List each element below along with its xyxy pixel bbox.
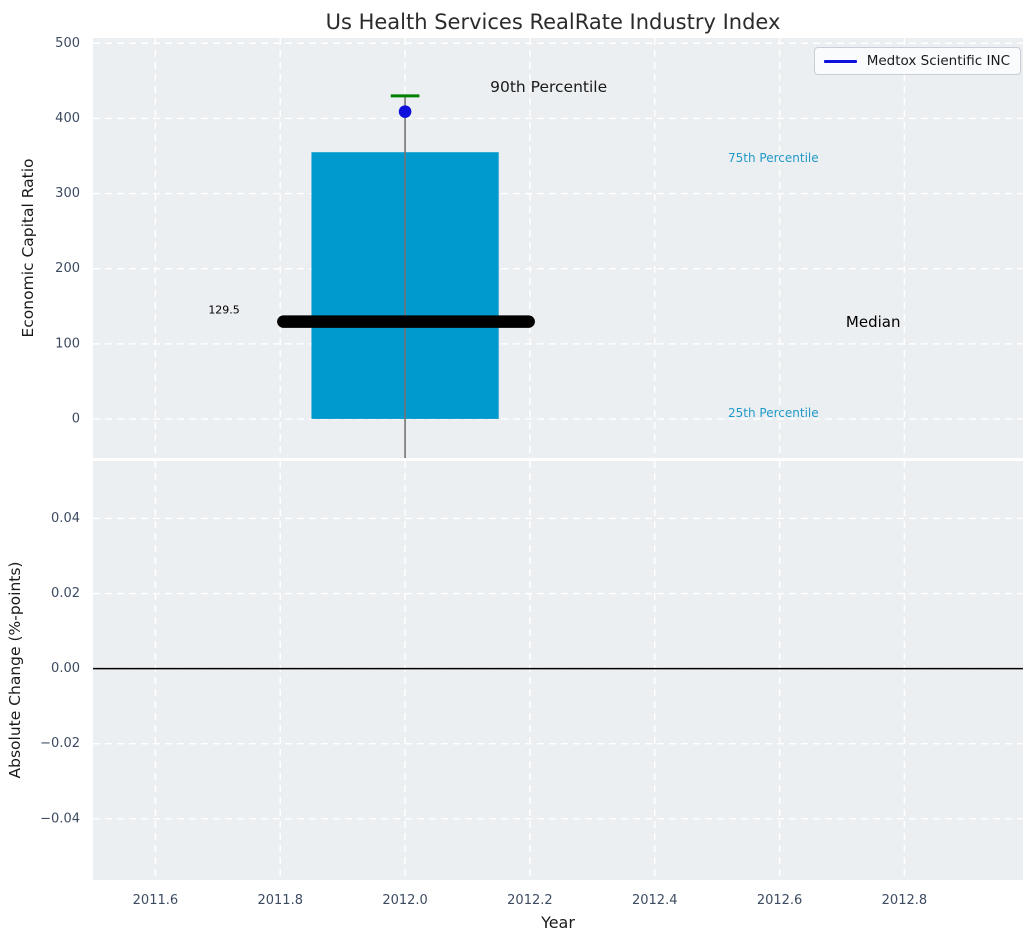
- y-tick-label: −0.02: [40, 736, 80, 751]
- annotation-90th-percentile: 90th Percentile: [490, 78, 607, 96]
- x-tick-label: 2012.6: [757, 893, 803, 908]
- legend-line-sample: [823, 59, 857, 63]
- bottom-y-axis-label: Absolute Change (%-points): [6, 562, 24, 779]
- y-tick-label: −0.04: [40, 811, 80, 826]
- bottom-plot-background: [93, 461, 1023, 880]
- x-axis-label: Year: [540, 913, 575, 932]
- y-tick-label: 0: [72, 411, 80, 426]
- x-tick-label: 2012.2: [507, 893, 553, 908]
- y-tick-label: 100: [55, 336, 80, 351]
- annotation-75th-percentile: 75th Percentile: [728, 151, 819, 165]
- annotation-25th-percentile: 25th Percentile: [728, 406, 819, 420]
- y-tick-label: 500: [55, 36, 80, 51]
- x-tick-label: 2012.0: [382, 893, 428, 908]
- annotation-median: Median: [846, 313, 901, 331]
- y-tick-label: 0.02: [51, 586, 80, 601]
- legend-label: Medtox Scientific INC: [866, 53, 1010, 69]
- y-tick-label: 400: [55, 111, 80, 126]
- x-tick-label: 2011.8: [257, 893, 303, 908]
- legend: Medtox Scientific INC: [813, 47, 1021, 75]
- chart-title: Us Health Services RealRate Industry Ind…: [326, 10, 781, 34]
- x-tick-label: 2012.8: [882, 893, 928, 908]
- top-y-axis-label: Economic Capital Ratio: [19, 158, 37, 337]
- annotation-129-5: 129.5: [208, 303, 240, 316]
- x-tick-label: 2011.6: [133, 893, 179, 908]
- top-plot-background: [93, 38, 1023, 458]
- y-tick-label: 0.00: [51, 661, 80, 676]
- y-tick-label: 200: [55, 261, 80, 276]
- y-tick-label: 300: [55, 186, 80, 201]
- y-tick-label: 0.04: [51, 511, 80, 526]
- x-tick-label: 2012.4: [632, 893, 678, 908]
- company-data-point: [398, 105, 412, 118]
